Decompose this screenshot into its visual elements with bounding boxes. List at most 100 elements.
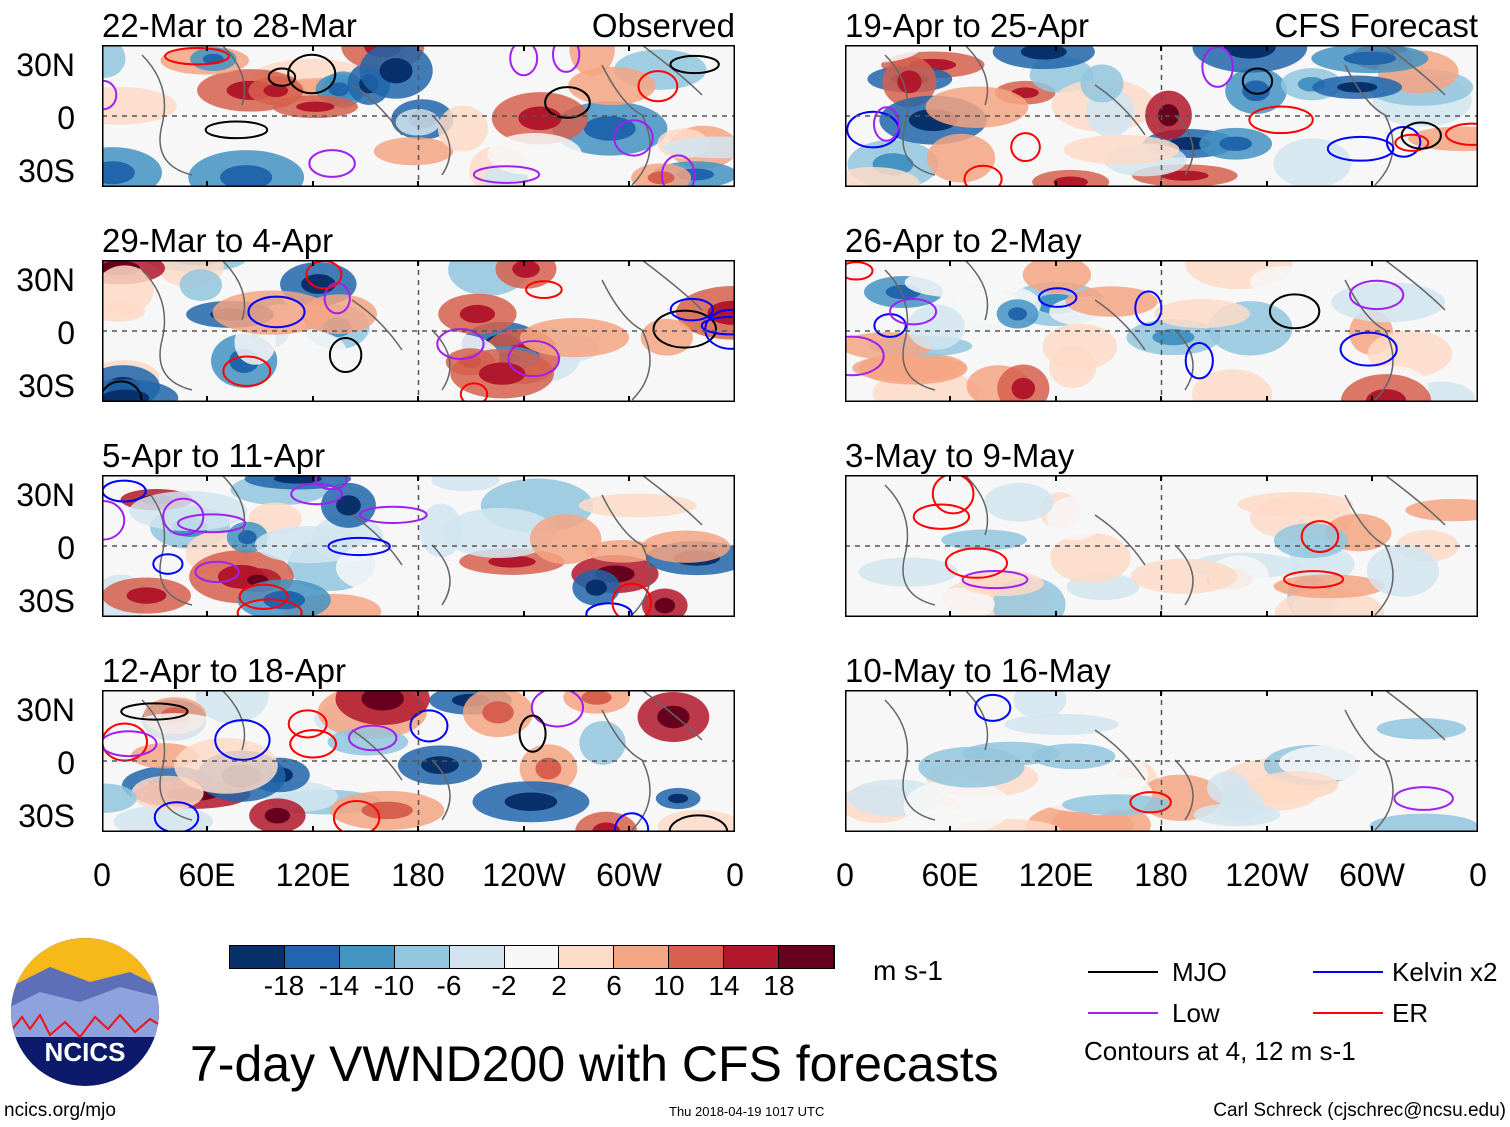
wave-contour [289, 729, 338, 759]
anomaly-shading [126, 587, 167, 604]
anomaly-shading [663, 136, 735, 159]
anomaly-shading [852, 354, 966, 382]
wave-contour [669, 54, 720, 75]
lon-label: 0 [1469, 857, 1487, 893]
lon-label: 60W [596, 857, 662, 893]
footer-timestamp: Thu 2018-04-19 1017 UTC [669, 1104, 825, 1119]
colorbar-swatch [559, 946, 615, 968]
wave-contour [287, 53, 337, 95]
anomaly-shading [920, 587, 995, 617]
anomaly-shading [657, 809, 735, 832]
wave-contour [845, 335, 885, 377]
wave-contour [1184, 341, 1214, 380]
anomaly-shading [1405, 498, 1478, 522]
anomaly-shading [263, 84, 289, 98]
wave-contour [1445, 122, 1478, 146]
anomaly-shading [1053, 176, 1088, 187]
anomaly-shading [1369, 813, 1478, 832]
anomaly-shading [336, 495, 361, 516]
wave-contour [611, 582, 653, 617]
lat-label: 0 [57, 100, 75, 136]
wave-contour [944, 547, 1009, 579]
anomaly-shading [1343, 51, 1397, 66]
svg-text:NCICS: NCICS [45, 1037, 126, 1067]
colorbar-swatch [669, 946, 725, 968]
anomaly-shading [845, 45, 921, 64]
wave-contour [525, 280, 563, 300]
ncics-logo: NCICS [11, 938, 159, 1086]
wave-contour [102, 730, 158, 758]
anomaly-shading [1130, 558, 1238, 594]
lon-label: 120W [1225, 857, 1309, 893]
anomaly-shading [174, 737, 278, 794]
wave-contour [637, 70, 679, 103]
wave-contour [214, 719, 271, 761]
wave-contour [1339, 331, 1398, 367]
anomaly-shading [1063, 134, 1180, 165]
anomaly-shading [459, 304, 496, 324]
anomaly-shading [579, 720, 626, 765]
wave-contour [1394, 133, 1430, 152]
anomaly-shading [238, 530, 257, 545]
colorbar-swatch [614, 946, 670, 968]
wave-contour [669, 297, 715, 322]
anomaly-shading [1376, 718, 1467, 740]
lat-label: 30S [18, 153, 75, 189]
legend-label-kelvin: Kelvin x2 [1392, 957, 1498, 987]
wave-contour [974, 693, 1012, 722]
anomaly-shading [654, 597, 676, 614]
wave-contour [409, 709, 449, 743]
lon-label: 0 [726, 857, 744, 893]
anomaly-shading [296, 101, 335, 112]
anomaly-shading [395, 108, 440, 136]
anomaly-shading [512, 260, 540, 278]
anomaly-shading [581, 690, 612, 705]
wave-contour [963, 164, 1003, 187]
colorbar-units: m s-1 [873, 955, 943, 986]
footer-url[interactable]: ncics.org/mjo [4, 1100, 116, 1121]
wave-contour [1010, 132, 1041, 163]
wave-contour [153, 801, 200, 832]
lat-label: 30N [16, 692, 75, 728]
coastline [884, 475, 1446, 616]
wave-contour [327, 536, 391, 557]
colorbar-swatch [394, 946, 450, 968]
anomaly-shading [113, 805, 214, 832]
wave-contour [1248, 105, 1314, 135]
wave-contour [459, 382, 489, 402]
legend-label-er: ER [1392, 998, 1429, 1028]
wave-contour [613, 119, 654, 157]
wave-contour [120, 702, 189, 721]
lon-label: 120E [1018, 857, 1094, 893]
wave-contour [700, 315, 735, 336]
anomaly-shading [1366, 544, 1439, 597]
wave-contour [308, 149, 356, 178]
wave-contour [162, 497, 205, 536]
wave-contour [507, 340, 561, 378]
vwnd-map-panel [845, 690, 1478, 832]
wave-contour [472, 165, 541, 184]
anomaly-shading [220, 165, 273, 187]
lon-label: 180 [1134, 857, 1188, 893]
vwnd-map-panel [102, 260, 735, 402]
lon-label: 0 [836, 857, 854, 893]
colorbar-label: 18 [763, 970, 795, 1001]
lat-label: 0 [57, 530, 75, 566]
panel-type-label: Observed [591, 7, 735, 44]
anomaly-shading [254, 525, 364, 564]
anomaly-shading [578, 493, 697, 518]
anomaly-shading [361, 690, 404, 711]
anomaly-shading [918, 746, 1025, 788]
lat-label: 0 [57, 315, 75, 351]
lat-label: 30N [16, 262, 75, 298]
wave-contour [704, 308, 735, 350]
anomaly-shading [572, 356, 640, 402]
colorbar-label: 6 [606, 970, 622, 1001]
wave-contour [912, 503, 971, 530]
colorbar-swatch [449, 946, 505, 968]
colorbar-label: -6 [436, 970, 462, 1001]
wave-contour [1326, 135, 1395, 162]
wave-contour [204, 120, 269, 140]
wave-contour [961, 570, 1029, 590]
anomaly-shading [1154, 299, 1251, 329]
